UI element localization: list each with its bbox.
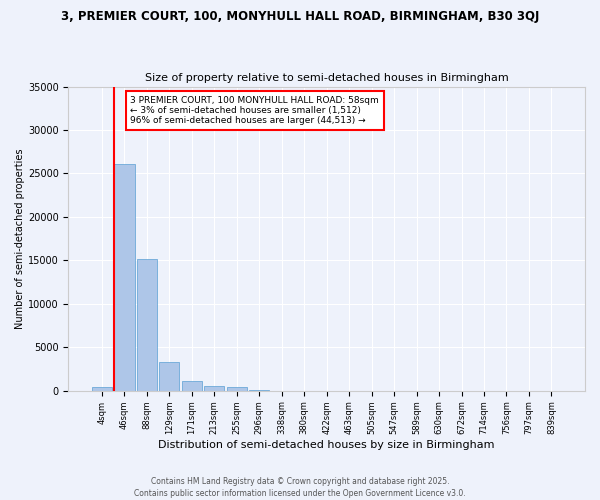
Y-axis label: Number of semi-detached properties: Number of semi-detached properties <box>15 148 25 329</box>
Bar <box>137 258 157 390</box>
X-axis label: Distribution of semi-detached houses by size in Birmingham: Distribution of semi-detached houses by … <box>158 440 495 450</box>
Bar <box>115 164 134 390</box>
Bar <box>159 362 179 390</box>
Text: 3 PREMIER COURT, 100 MONYHULL HALL ROAD: 58sqm
← 3% of semi-detached houses are : 3 PREMIER COURT, 100 MONYHULL HALL ROAD:… <box>130 96 379 126</box>
Title: Size of property relative to semi-detached houses in Birmingham: Size of property relative to semi-detach… <box>145 73 509 83</box>
Bar <box>92 387 112 390</box>
Text: 3, PREMIER COURT, 100, MONYHULL HALL ROAD, BIRMINGHAM, B30 3QJ: 3, PREMIER COURT, 100, MONYHULL HALL ROA… <box>61 10 539 23</box>
Bar <box>182 381 202 390</box>
Bar <box>227 387 247 390</box>
Text: Contains HM Land Registry data © Crown copyright and database right 2025.
Contai: Contains HM Land Registry data © Crown c… <box>134 476 466 498</box>
Bar <box>204 386 224 390</box>
